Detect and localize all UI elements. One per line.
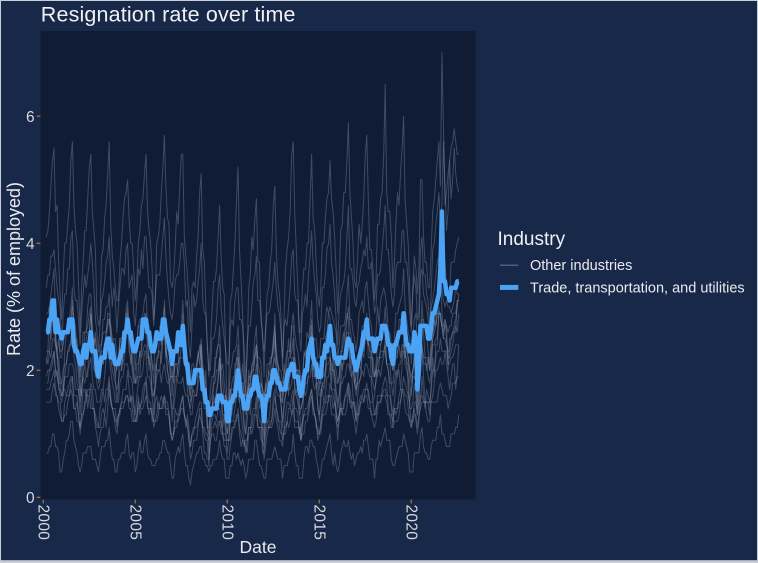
svg-text:Industry: Industry <box>498 229 566 250</box>
svg-text:2020: 2020 <box>403 505 420 541</box>
svg-text:2015: 2015 <box>311 505 328 541</box>
svg-text:4: 4 <box>26 236 35 253</box>
svg-text:6: 6 <box>26 109 35 126</box>
svg-text:Other industries: Other industries <box>530 258 632 274</box>
svg-text:2010: 2010 <box>219 505 236 541</box>
svg-text:Rate (% of employed): Rate (% of employed) <box>4 182 24 356</box>
svg-text:Date: Date <box>240 537 277 557</box>
svg-text:0: 0 <box>26 490 35 507</box>
svg-text:2: 2 <box>26 363 35 380</box>
svg-text:Resignation rate over time: Resignation rate over time <box>41 2 296 26</box>
svg-text:2000: 2000 <box>35 505 52 541</box>
svg-text:Trade, transportation, and uti: Trade, transportation, and utilities <box>530 280 745 296</box>
svg-text:2005: 2005 <box>127 505 144 541</box>
